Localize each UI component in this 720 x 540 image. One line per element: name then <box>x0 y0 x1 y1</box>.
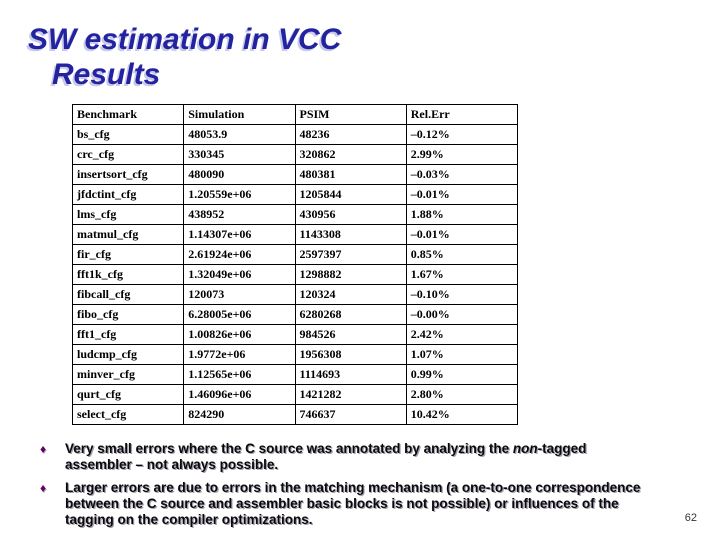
column-header: Simulation <box>183 104 296 125</box>
table-row: crc_cfg 330345 320862 2.99% <box>71 144 519 165</box>
table-cell: 430956 <box>294 204 407 225</box>
table-cell: fibcall_cfg <box>71 284 185 305</box>
results-table: Benchmark Simulation PSIM Rel.Err bs_cfg 4805… <box>71 104 519 425</box>
table-row: qurt_cfg 1.46096e+06 1421282 2.80% <box>71 384 519 405</box>
table-cell: –0.12% <box>405 124 519 145</box>
table-cell: 2.42% <box>405 324 519 345</box>
table-cell: 330345 <box>183 144 296 165</box>
table-row: ludcmp_cfg 1.9772e+06 1956308 1.07% <box>71 344 519 365</box>
bullet-text: Larger errors are due to errors in the m… <box>65 480 641 527</box>
bullet1-text-after: tagged assembler – not always possible. <box>65 441 587 472</box>
table-cell: 2.80% <box>405 384 519 405</box>
table-row: minver_cfg 1.12565e+06 1114693 0.99% <box>71 364 519 385</box>
table-cell: 0.99% <box>405 364 519 385</box>
table-cell: fibo_cfg <box>71 304 185 325</box>
bullet-text: Very small errors where the C source was… <box>65 441 650 473</box>
diamond-bullet-icon: ♦ <box>40 481 47 495</box>
table-cell: 2597397 <box>294 244 407 265</box>
table-cell: 6.28005e+06 <box>183 304 296 325</box>
table-row: jfdctint_cfg 1.20559e+06 1205844 –0.01% <box>71 184 519 205</box>
table-cell: 1.32049e+06 <box>183 264 296 285</box>
table-cell: –0.10% <box>405 284 519 305</box>
list-item: ♦ Larger errors are due to errors in the… <box>40 480 690 528</box>
table-cell: 1.07% <box>405 344 519 365</box>
table-row: fft1k_cfg 1.32049e+06 1298882 1.67% <box>71 264 519 285</box>
table-cell: 1.00826e+06 <box>183 324 296 345</box>
table-row: fibcall_cfg 120073 120324 –0.10% <box>71 284 519 305</box>
table-cell: 1.67% <box>405 264 519 285</box>
bullet1-text-before: Very small errors where the C source was… <box>65 441 513 456</box>
table-cell: 480381 <box>294 164 407 185</box>
table-cell: 48236 <box>294 124 407 145</box>
table-cell: fir_cfg <box>71 244 185 265</box>
column-header: Benchmark <box>71 104 185 125</box>
table-cell: 120324 <box>294 284 407 305</box>
table-cell: ludcmp_cfg <box>71 344 185 365</box>
table-cell: –0.01% <box>405 184 519 205</box>
table-row: insertsort_cfg 480090 480381 –0.03% <box>71 164 519 185</box>
table-cell: 1205844 <box>294 184 407 205</box>
column-header: Rel.Err <box>405 104 519 125</box>
table-cell: 6280268 <box>294 304 407 325</box>
table-cell: 480090 <box>183 164 296 185</box>
diamond-bullet-icon: ♦ <box>40 442 47 456</box>
table-cell: 1.12565e+06 <box>183 364 296 385</box>
bullet-list: ♦ Very small errors where the C source w… <box>40 441 690 535</box>
table-row: bs_cfg 48053.9 48236 –0.12% <box>71 124 519 145</box>
table-cell: 984526 <box>294 324 407 345</box>
table-cell: 10.42% <box>405 404 519 425</box>
table-cell: 1114693 <box>294 364 407 385</box>
table-cell: matmul_cfg <box>71 224 185 245</box>
table-row: fibo_cfg 6.28005e+06 6280268 –0.00% <box>71 304 519 325</box>
table-cell: insertsort_cfg <box>71 164 185 185</box>
table-row: select_cfg 824290 746637 10.42% <box>71 404 519 425</box>
list-item: ♦ Very small errors where the C source w… <box>40 441 690 473</box>
table-cell: qurt_cfg <box>71 384 185 405</box>
table-cell: –0.01% <box>405 224 519 245</box>
table-cell: –0.03% <box>405 164 519 185</box>
table-cell: select_cfg <box>71 404 185 425</box>
table-cell: 824290 <box>183 404 296 425</box>
table-cell: –0.00% <box>405 304 519 325</box>
table-cell: 1.88% <box>405 204 519 225</box>
table-cell: lms_cfg <box>71 204 185 225</box>
table-cell: crc_cfg <box>71 144 185 165</box>
table-cell: 48053.9 <box>183 124 296 145</box>
table-cell: bs_cfg <box>71 124 185 145</box>
table-cell: 1.20559e+06 <box>183 184 296 205</box>
bullet1-text-italic: non- <box>512 441 543 456</box>
table-cell: 1421282 <box>294 384 407 405</box>
table-cell: 1956308 <box>294 344 407 365</box>
table-row: fft1_cfg 1.00826e+06 984526 2.42% <box>71 324 519 345</box>
table-cell: fft1_cfg <box>71 324 185 345</box>
table-row: matmul_cfg 1.14307e+06 1143308 –0.01% <box>71 224 519 245</box>
table-cell: 1.14307e+06 <box>183 224 296 245</box>
table-cell: 1.46096e+06 <box>183 384 296 405</box>
table-cell: 2.61924e+06 <box>183 244 296 265</box>
table-cell: 0.85% <box>405 244 519 265</box>
page-number: 62 <box>684 512 697 524</box>
table-cell: 746637 <box>294 404 407 425</box>
table-cell: 120073 <box>183 284 296 305</box>
table-row: fir_cfg 2.61924e+06 2597397 0.85% <box>71 244 519 265</box>
table-cell: 2.99% <box>405 144 519 165</box>
table-cell: 1143308 <box>294 224 407 245</box>
table-cell: jfdctint_cfg <box>71 184 185 205</box>
page-title: SW estimation in VCC Results <box>28 22 341 92</box>
table-cell: minver_cfg <box>71 364 185 385</box>
table-cell: 1.9772e+06 <box>183 344 296 365</box>
table-row: lms_cfg 438952 430956 1.88% <box>71 204 519 225</box>
page-title-line2: Results <box>52 58 161 91</box>
table-cell: 1298882 <box>294 264 407 285</box>
column-header: PSIM <box>294 104 407 125</box>
table-cell: 438952 <box>183 204 296 225</box>
page-title-line1: SW estimation in VCC <box>28 23 342 56</box>
table-header-row: Benchmark Simulation PSIM Rel.Err <box>71 104 519 125</box>
table-cell: fft1k_cfg <box>71 264 185 285</box>
table-cell: 320862 <box>294 144 407 165</box>
